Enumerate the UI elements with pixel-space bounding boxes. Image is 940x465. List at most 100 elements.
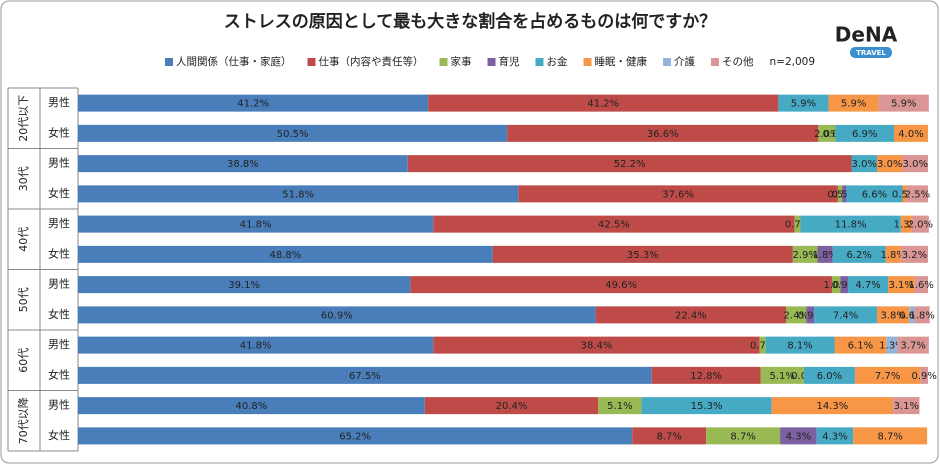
data-label: 1.8% [909, 310, 934, 321]
data-label: 0.5% [892, 189, 917, 200]
bar-segment [816, 427, 854, 445]
y-tick-label: 男性 [48, 216, 70, 230]
legend-swatch [487, 58, 496, 66]
data-label: 38.4% [581, 341, 613, 352]
bar-segment [595, 306, 787, 324]
bar-segment [893, 397, 920, 415]
data-label: 1.8% [880, 250, 905, 261]
chart-title: ストレスの原因として最も大きな割合を占めるものは何ですか？ [224, 11, 717, 32]
data-label: 5.1% [607, 401, 632, 412]
data-label: 3.1% [894, 401, 919, 412]
y-tick-label: 男性 [48, 398, 70, 412]
data-label: 2.5% [905, 189, 930, 200]
bar-segment [832, 245, 886, 263]
data-label: 8.7% [730, 431, 755, 442]
data-label: 42.5% [598, 220, 630, 231]
legend-swatch [439, 58, 448, 66]
y-tick-label: 女性 [48, 246, 70, 260]
legend-swatch [711, 58, 719, 66]
data-label: 6.1% [848, 341, 873, 352]
bar-segment [78, 306, 596, 324]
legend-label: 家事 [451, 55, 472, 68]
bar-segment [828, 94, 879, 112]
bar-segment [786, 306, 807, 324]
bar-segment [78, 397, 425, 415]
bar-segment [842, 185, 847, 203]
data-label: 50.5% [277, 129, 309, 140]
bar-segment [632, 427, 707, 445]
bar-segment [902, 185, 907, 203]
group-label: 60代 [17, 348, 30, 373]
data-label: 6.2% [846, 250, 871, 261]
data-label: 2.9% [792, 250, 817, 261]
data-label: 5.9% [791, 99, 816, 110]
data-label: 6.9% [852, 129, 877, 140]
data-label: 0.5% [827, 189, 852, 200]
legend-swatch [663, 58, 671, 66]
bar-segment [78, 245, 493, 263]
bar-segment [888, 276, 915, 294]
bar-segment [407, 155, 852, 173]
data-label: 1.0% [823, 280, 848, 291]
data-label: 0.9% [798, 310, 823, 321]
logo: DeNA TRAVEL [835, 23, 898, 58]
bar-segment [78, 215, 434, 233]
data-label: 41.8% [240, 341, 272, 352]
data-label: 4.3% [822, 431, 847, 442]
bar-segment [794, 215, 801, 233]
group-label: 30代 [17, 166, 30, 191]
bar-segment [771, 397, 894, 415]
bar-segment [909, 306, 915, 324]
data-label: 3.8% [880, 310, 905, 321]
data-label: 40.8% [236, 401, 268, 412]
bar-segment [598, 397, 642, 415]
data-label: 3.0% [903, 159, 928, 170]
data-label: 48.8% [270, 250, 302, 261]
logo-name: DeNA [835, 23, 898, 47]
legend-swatch [583, 58, 592, 66]
data-label: 37.6% [662, 189, 694, 200]
data-label: 3.1% [889, 280, 914, 291]
data-label: 1.3% [894, 220, 919, 231]
data-label: 36.6% [647, 129, 679, 140]
data-label: 15.3% [691, 401, 723, 412]
bar-segment [651, 366, 761, 384]
data-label: 20.4% [496, 401, 528, 412]
bar-segment [840, 276, 849, 294]
bar-segment [818, 124, 836, 142]
group-label: 50代 [17, 287, 30, 312]
bar-segment [878, 94, 929, 112]
data-label: 22.4% [675, 310, 707, 321]
y-tick-label: 女性 [48, 428, 70, 442]
group-label: 20代以下 [17, 95, 30, 142]
data-label: 4.0% [898, 129, 923, 140]
y-tick-label: 女性 [48, 186, 70, 200]
bar-segment [854, 366, 921, 384]
group-label: 70代以降 [16, 397, 30, 444]
data-label: 0.9% [832, 280, 857, 291]
bar-segment [831, 276, 841, 294]
legend-label: 人間関係（仕事・家庭） [176, 55, 292, 68]
bar-segment [433, 336, 760, 354]
bar-segment [760, 366, 804, 384]
legend-label: 仕事（内容や責任等） [319, 55, 424, 68]
data-label: 49.6% [605, 280, 637, 291]
legend-label: 介護 [674, 55, 695, 68]
bar-segment [424, 397, 599, 415]
bar-segment [78, 124, 508, 142]
bar-segment [641, 397, 772, 415]
data-label: 5.1% [770, 371, 795, 382]
bar-segment [803, 366, 855, 384]
bar-segment [78, 276, 411, 294]
bar-segment [428, 94, 779, 112]
data-label: 7.7% [875, 371, 900, 382]
data-label: 11.8% [835, 220, 867, 231]
data-label: 0.9% [911, 371, 936, 382]
data-label: 51.8% [282, 189, 314, 200]
bar-segment [886, 336, 898, 354]
data-label: 0.5% [832, 189, 857, 200]
legend-swatch [307, 58, 316, 66]
y-tick-label: 女性 [48, 125, 70, 139]
bar-segment [834, 336, 887, 354]
